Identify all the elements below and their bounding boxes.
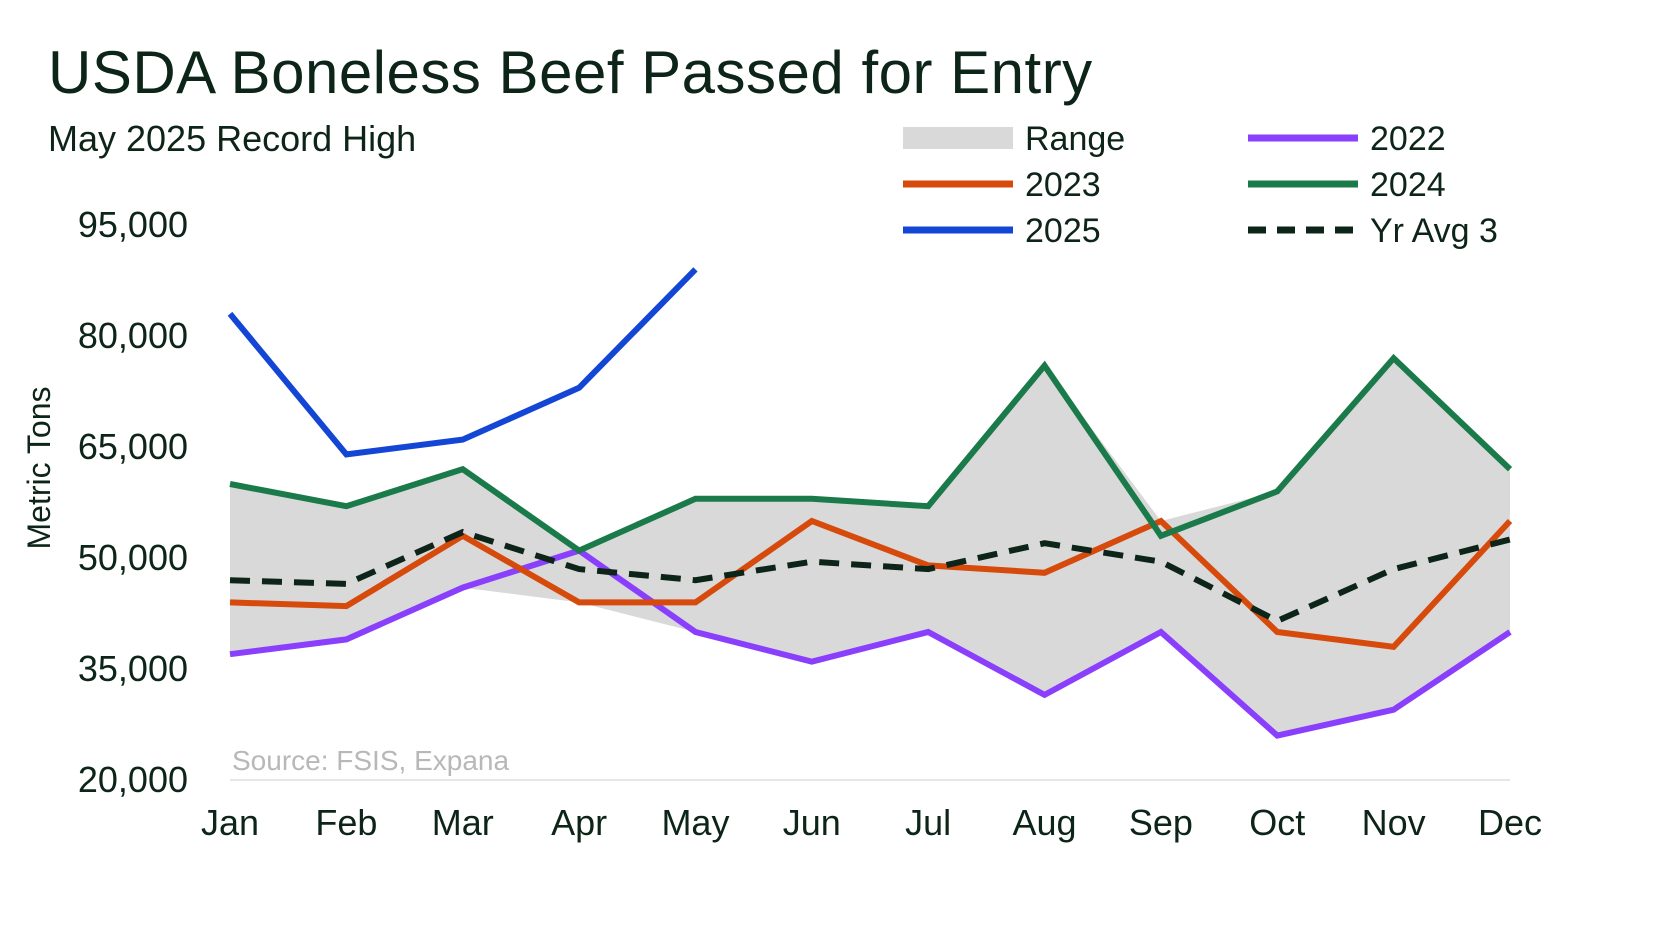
y-axis-label: Metric Tons [21,386,57,549]
y-tick-label: 50,000 [78,537,188,578]
y-axis-ticks: 20,000 35,000 50,000 65,000 80,000 95,000 [78,204,188,800]
x-tick-label: May [661,802,729,843]
x-tick-label: Jun [783,802,841,843]
x-tick-label: Apr [551,802,607,843]
legend-label-yr-avg-3: Yr Avg 3 [1370,212,1498,250]
y-tick-label: 35,000 [78,648,188,689]
y-tick-label: 95,000 [78,204,188,245]
x-axis-ticks: Jan Feb Mar Apr May Jun Jul Aug Sep Oct Nov Dec [201,802,1542,843]
x-tick-label: Mar [432,802,494,843]
chart-title: USDA Boneless Beef Passed for Entry [48,39,1093,106]
x-tick-label: Nov [1362,802,1426,843]
x-tick-label: Jan [201,802,259,843]
legend-label-2023: 2023 [1025,166,1101,204]
series-line-2023 [229,517,1513,650]
x-tick-label: Feb [315,802,377,843]
range-band [230,358,1510,736]
legend-label-2022: 2022 [1370,120,1446,158]
x-tick-label: Aug [1013,802,1077,843]
x-tick-label: Jul [905,802,951,843]
series-line-yr-avg-3 [229,528,1511,625]
y-tick-label: 80,000 [78,315,188,356]
legend-label-2024: 2024 [1370,166,1446,204]
source-note: Source: FSIS, Expana [232,745,509,776]
x-tick-label: Sep [1129,802,1193,843]
y-tick-label: 20,000 [78,759,188,800]
legend-label-range: Range [1025,120,1125,158]
y-tick-label: 65,000 [78,426,188,467]
series-line-2022 [229,547,1512,739]
series-layer [227,267,1513,739]
x-tick-label: Oct [1249,802,1305,843]
legend-swatch-range [903,127,1013,149]
range-band-layer [230,358,1510,736]
series-line-2024 [229,353,1513,555]
legend-label-2025: 2025 [1025,212,1101,250]
legend: Range 2022 2023 2024 2025 Yr Avg 3 [903,120,1498,250]
x-tick-label: Dec [1478,802,1542,843]
series-line-2025 [227,267,698,458]
chart-subtitle: May 2025 Record High [48,118,417,159]
